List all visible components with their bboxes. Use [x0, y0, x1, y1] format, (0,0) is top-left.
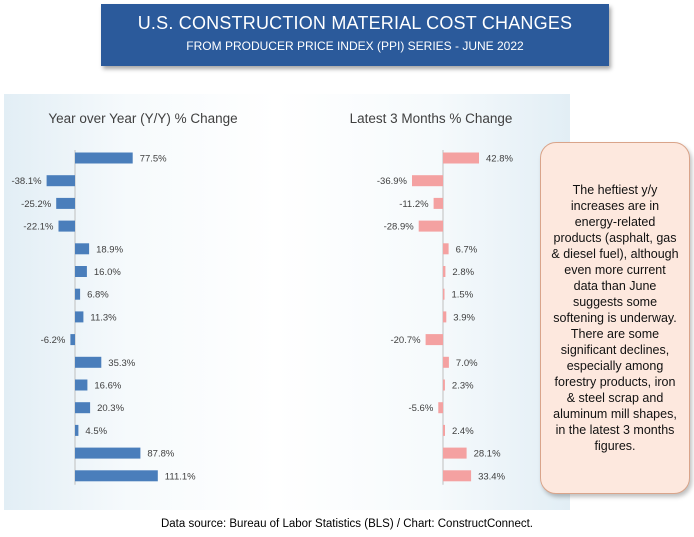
chart-subtitle: FROM PRODUCER PRICE INDEX (PPI) SERIES -…	[186, 39, 524, 53]
three-month-data-label: 42.8%	[486, 154, 513, 165]
three-month-data-label: -11.2%	[399, 199, 429, 210]
yoy-data-label: -22.1%	[23, 222, 54, 233]
three-month-bar	[438, 402, 443, 414]
three-month-bar	[443, 266, 446, 277]
yoy-data-label: 6.8%	[87, 290, 109, 301]
three-month-data-label: 2.4%	[452, 426, 474, 437]
yoy-data-label: 16.6%	[94, 381, 121, 392]
three-month-data-label: -36.9%	[377, 176, 408, 187]
three-month-data-label: 6.7%	[456, 244, 478, 255]
three-month-data-label: 33.4%	[478, 471, 505, 482]
three-month-data-label: -28.9%	[384, 222, 415, 233]
three-month-data-label: -5.6%	[408, 403, 433, 414]
yoy-bar	[70, 334, 75, 346]
source-note: Data source: Bureau of Labor Statistics …	[160, 518, 533, 530]
three-month-bar	[433, 197, 443, 209]
yoy-bar	[75, 424, 79, 436]
three-month-data-label: 1.5%	[452, 290, 474, 301]
three-month-data-label: 3.9%	[453, 312, 475, 323]
commentary-text: The heftiest y/y increases are in energy…	[551, 183, 679, 453]
yoy-chart-title: Year over Year (Y/Y) % Change	[48, 111, 237, 126]
chart-title: U.S. CONSTRUCTION MATERIAL COST CHANGES	[137, 13, 573, 33]
three-month-data-label: -20.7%	[390, 335, 421, 346]
yoy-data-label: 16.0%	[94, 267, 121, 278]
yoy-data-label: 20.3%	[97, 403, 124, 414]
yoy-data-label: 111.1%	[165, 471, 196, 482]
three-month-bar	[443, 152, 479, 164]
yoy-bar	[75, 379, 88, 391]
three-month-bar	[443, 447, 467, 459]
yoy-bar	[75, 311, 84, 323]
three-month-data-label: 28.1%	[474, 449, 501, 460]
yoy-bar	[75, 243, 90, 255]
yoy-bar	[75, 266, 87, 277]
yoy-data-label: -38.1%	[11, 176, 42, 187]
three-month-bar	[412, 175, 443, 187]
yoy-bar	[75, 447, 141, 459]
three-month-bar	[443, 470, 472, 482]
three-month-bar	[443, 356, 449, 368]
title-banner: U.S. CONSTRUCTION MATERIAL COST CHANGES …	[101, 4, 609, 66]
yoy-data-label: -6.2%	[41, 335, 66, 346]
three-month-bar	[443, 288, 445, 300]
three-month-bar	[418, 220, 443, 232]
three-month-bar	[443, 424, 445, 436]
yoy-bar	[75, 402, 91, 414]
three-month-bar	[425, 334, 443, 346]
yoy-bar	[58, 220, 75, 232]
yoy-data-label: 4.5%	[85, 426, 107, 437]
three-month-chart-title: Latest 3 Months % Change	[350, 111, 513, 126]
yoy-data-label: 18.9%	[96, 244, 123, 255]
yoy-chart: Year over Year (Y/Y) % Change 77.5% -38.1…	[11, 111, 238, 485]
yoy-bar	[75, 152, 133, 164]
yoy-bar	[75, 288, 81, 300]
yoy-data-label: 77.5%	[140, 154, 167, 165]
yoy-bar	[75, 356, 102, 368]
yoy-bar	[56, 197, 75, 209]
three-month-bar	[443, 243, 449, 255]
three-month-chart: Latest 3 Months % Change 42.8% -36.9% -11.…	[350, 111, 513, 485]
commentary-note: The heftiest y/y increases are in energy…	[540, 142, 690, 494]
three-month-data-label: 7.0%	[456, 358, 478, 369]
three-month-data-label: 2.3%	[452, 381, 474, 392]
yoy-bar	[75, 470, 158, 482]
three-month-bar	[443, 379, 445, 391]
yoy-data-label: -25.2%	[21, 199, 52, 210]
yoy-data-label: 35.3%	[108, 358, 135, 369]
yoy-bar	[46, 175, 75, 187]
yoy-data-label: 11.3%	[90, 312, 117, 323]
three-month-data-label: 2.8%	[452, 267, 474, 278]
yoy-data-label: 87.8%	[147, 449, 174, 460]
three-month-bar	[443, 311, 447, 323]
